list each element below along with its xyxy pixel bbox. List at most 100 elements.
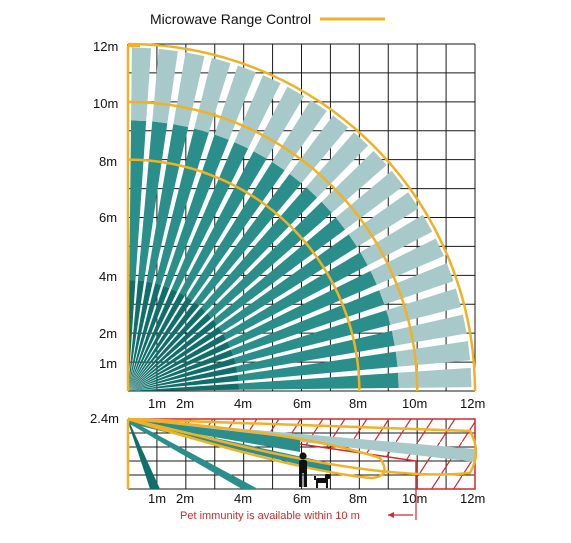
side-beam-lower <box>128 419 258 489</box>
side-view-range-outline <box>127 417 478 476</box>
beam-segment-outer <box>272 100 327 171</box>
beam-segment-inner <box>128 288 178 391</box>
beam-segment-inner <box>128 281 153 391</box>
side-view-range-outline-lower <box>127 417 386 480</box>
beam-segment-middle <box>231 290 385 356</box>
side-beam-steep <box>128 419 160 489</box>
beam-segment-inner <box>128 366 238 391</box>
y-label-10m: 10m <box>93 96 118 111</box>
pet-immunity-arrow-head <box>388 512 394 518</box>
beam-segment-inner <box>128 283 162 391</box>
beam-segment-inner <box>128 313 212 391</box>
legend-label: Microwave Range Control <box>150 11 311 27</box>
beam-segment-inner <box>128 296 193 391</box>
beam-segment-inner <box>128 292 185 391</box>
beam-segment-middle <box>179 151 267 296</box>
x-label-1m: 1m <box>148 396 166 411</box>
x-label-4m: 4m <box>234 396 252 411</box>
top-view-x-labels: 1m 2m 4m 6m 8m 10m 12m <box>148 396 485 411</box>
side-x-label-4m: 4m <box>234 491 252 506</box>
side-beam-upper-dark <box>128 419 300 452</box>
range-arc <box>127 42 477 392</box>
beam-segment-middle <box>218 234 358 332</box>
beam-segment-inner <box>128 307 206 391</box>
beam-segment-inner <box>128 279 136 391</box>
top-view-beams <box>128 47 472 391</box>
beam-segment-outer <box>386 288 462 325</box>
pet-immunity-note: Pet immunity is available within 10 m <box>180 489 417 522</box>
beam-segment-inner <box>128 341 231 391</box>
beam-segment-inner <box>128 374 239 391</box>
beam-segment-outer <box>131 47 152 121</box>
beam-segment-outer <box>214 65 256 140</box>
beam-segment-outer <box>335 170 404 230</box>
y-label-8m: 8m <box>99 154 117 169</box>
beam-segment-outer <box>370 238 444 285</box>
x-label-6m: 6m <box>293 396 311 411</box>
beam-segment-middle <box>171 142 249 292</box>
beam-segment-inner <box>128 383 240 391</box>
beam-segment-outer <box>321 150 387 213</box>
beam-segment-middle <box>163 134 229 288</box>
side-x-label-2m: 2m <box>176 491 194 506</box>
beam-segment-outer <box>289 115 349 184</box>
beam-segment-middle <box>223 252 368 340</box>
side-x-label-12m: 12m <box>460 491 485 506</box>
beam-segment-outer <box>395 341 471 367</box>
beam-segment-inner <box>128 301 200 391</box>
beam-segment-middle <box>187 161 285 301</box>
beam-segment-outer <box>194 57 231 133</box>
y-label-2m: 2m <box>99 326 117 341</box>
beam-segment-inner <box>128 319 218 391</box>
beam-segment-middle <box>227 270 377 348</box>
beam-segment-outer <box>379 263 454 305</box>
y-label-12m: 12m <box>93 39 118 54</box>
person-figure-icon <box>299 452 307 487</box>
y-label-6m: 6m <box>99 210 117 225</box>
beam-segment-inner <box>128 326 223 391</box>
side-beam-mid <box>128 419 330 472</box>
dog-figure-icon <box>314 474 330 488</box>
beam-segment-middle <box>201 187 318 312</box>
beam-segment-outer <box>234 75 281 149</box>
side-x-label-1m: 1m <box>148 491 166 506</box>
beam-segment-outer <box>348 192 419 247</box>
side-x-label-10m: 10m <box>402 491 427 506</box>
beam-segment-outer <box>360 214 433 266</box>
beam-segment-inner <box>128 349 234 391</box>
side-x-label-6m: 6m <box>293 491 311 506</box>
x-label-2m: 2m <box>176 396 194 411</box>
beam-segment-inner <box>128 334 227 391</box>
beam-segment-inner <box>128 280 145 391</box>
beam-segment-middle <box>155 128 209 286</box>
beam-segment-outer <box>398 367 472 388</box>
top-view: 12m 10m 8m 6m 4m 2m 1m 1m 2m 4m 6m 8m 10… <box>93 39 485 411</box>
side-x-label-8m: 8m <box>349 491 367 506</box>
legend: Microwave Range Control <box>150 11 385 27</box>
beam-segment-outer <box>391 314 467 346</box>
beam-segment-inner <box>128 285 170 391</box>
beam-segment-middle <box>194 173 302 306</box>
x-label-12m: 12m <box>460 396 485 411</box>
range-arc <box>127 100 419 392</box>
beam-segment-middle <box>233 310 391 364</box>
beam-segment-outer <box>306 132 369 198</box>
side-height-label: 2.4m <box>90 411 119 426</box>
x-label-8m: 8m <box>349 396 367 411</box>
y-label-1m: 1m <box>99 356 117 371</box>
range-arc <box>127 158 361 392</box>
beam-segment-outer <box>173 52 205 128</box>
pet-immunity-note-text: Pet immunity is available within 10 m <box>180 510 360 522</box>
side-view-x-labels: 1m 2m 4m 6m 8m 10m 12m <box>148 491 485 506</box>
side-view: 2.4m 1m 2m 4m 6m 8m 10m 12m Pet immunity… <box>90 411 485 522</box>
y-label-4m: 4m <box>99 269 117 284</box>
x-label-10m: 10m <box>402 396 427 411</box>
beam-segment-middle <box>207 201 332 318</box>
beam-segment-outer <box>152 48 178 124</box>
beam-segment-outer <box>253 86 305 159</box>
top-view-y-labels: 12m 10m 8m 6m 4m 2m 1m <box>93 39 118 371</box>
beam-segment-inner <box>128 357 236 391</box>
beam-segment-middle <box>213 217 346 325</box>
top-view-range-arcs <box>127 42 477 392</box>
